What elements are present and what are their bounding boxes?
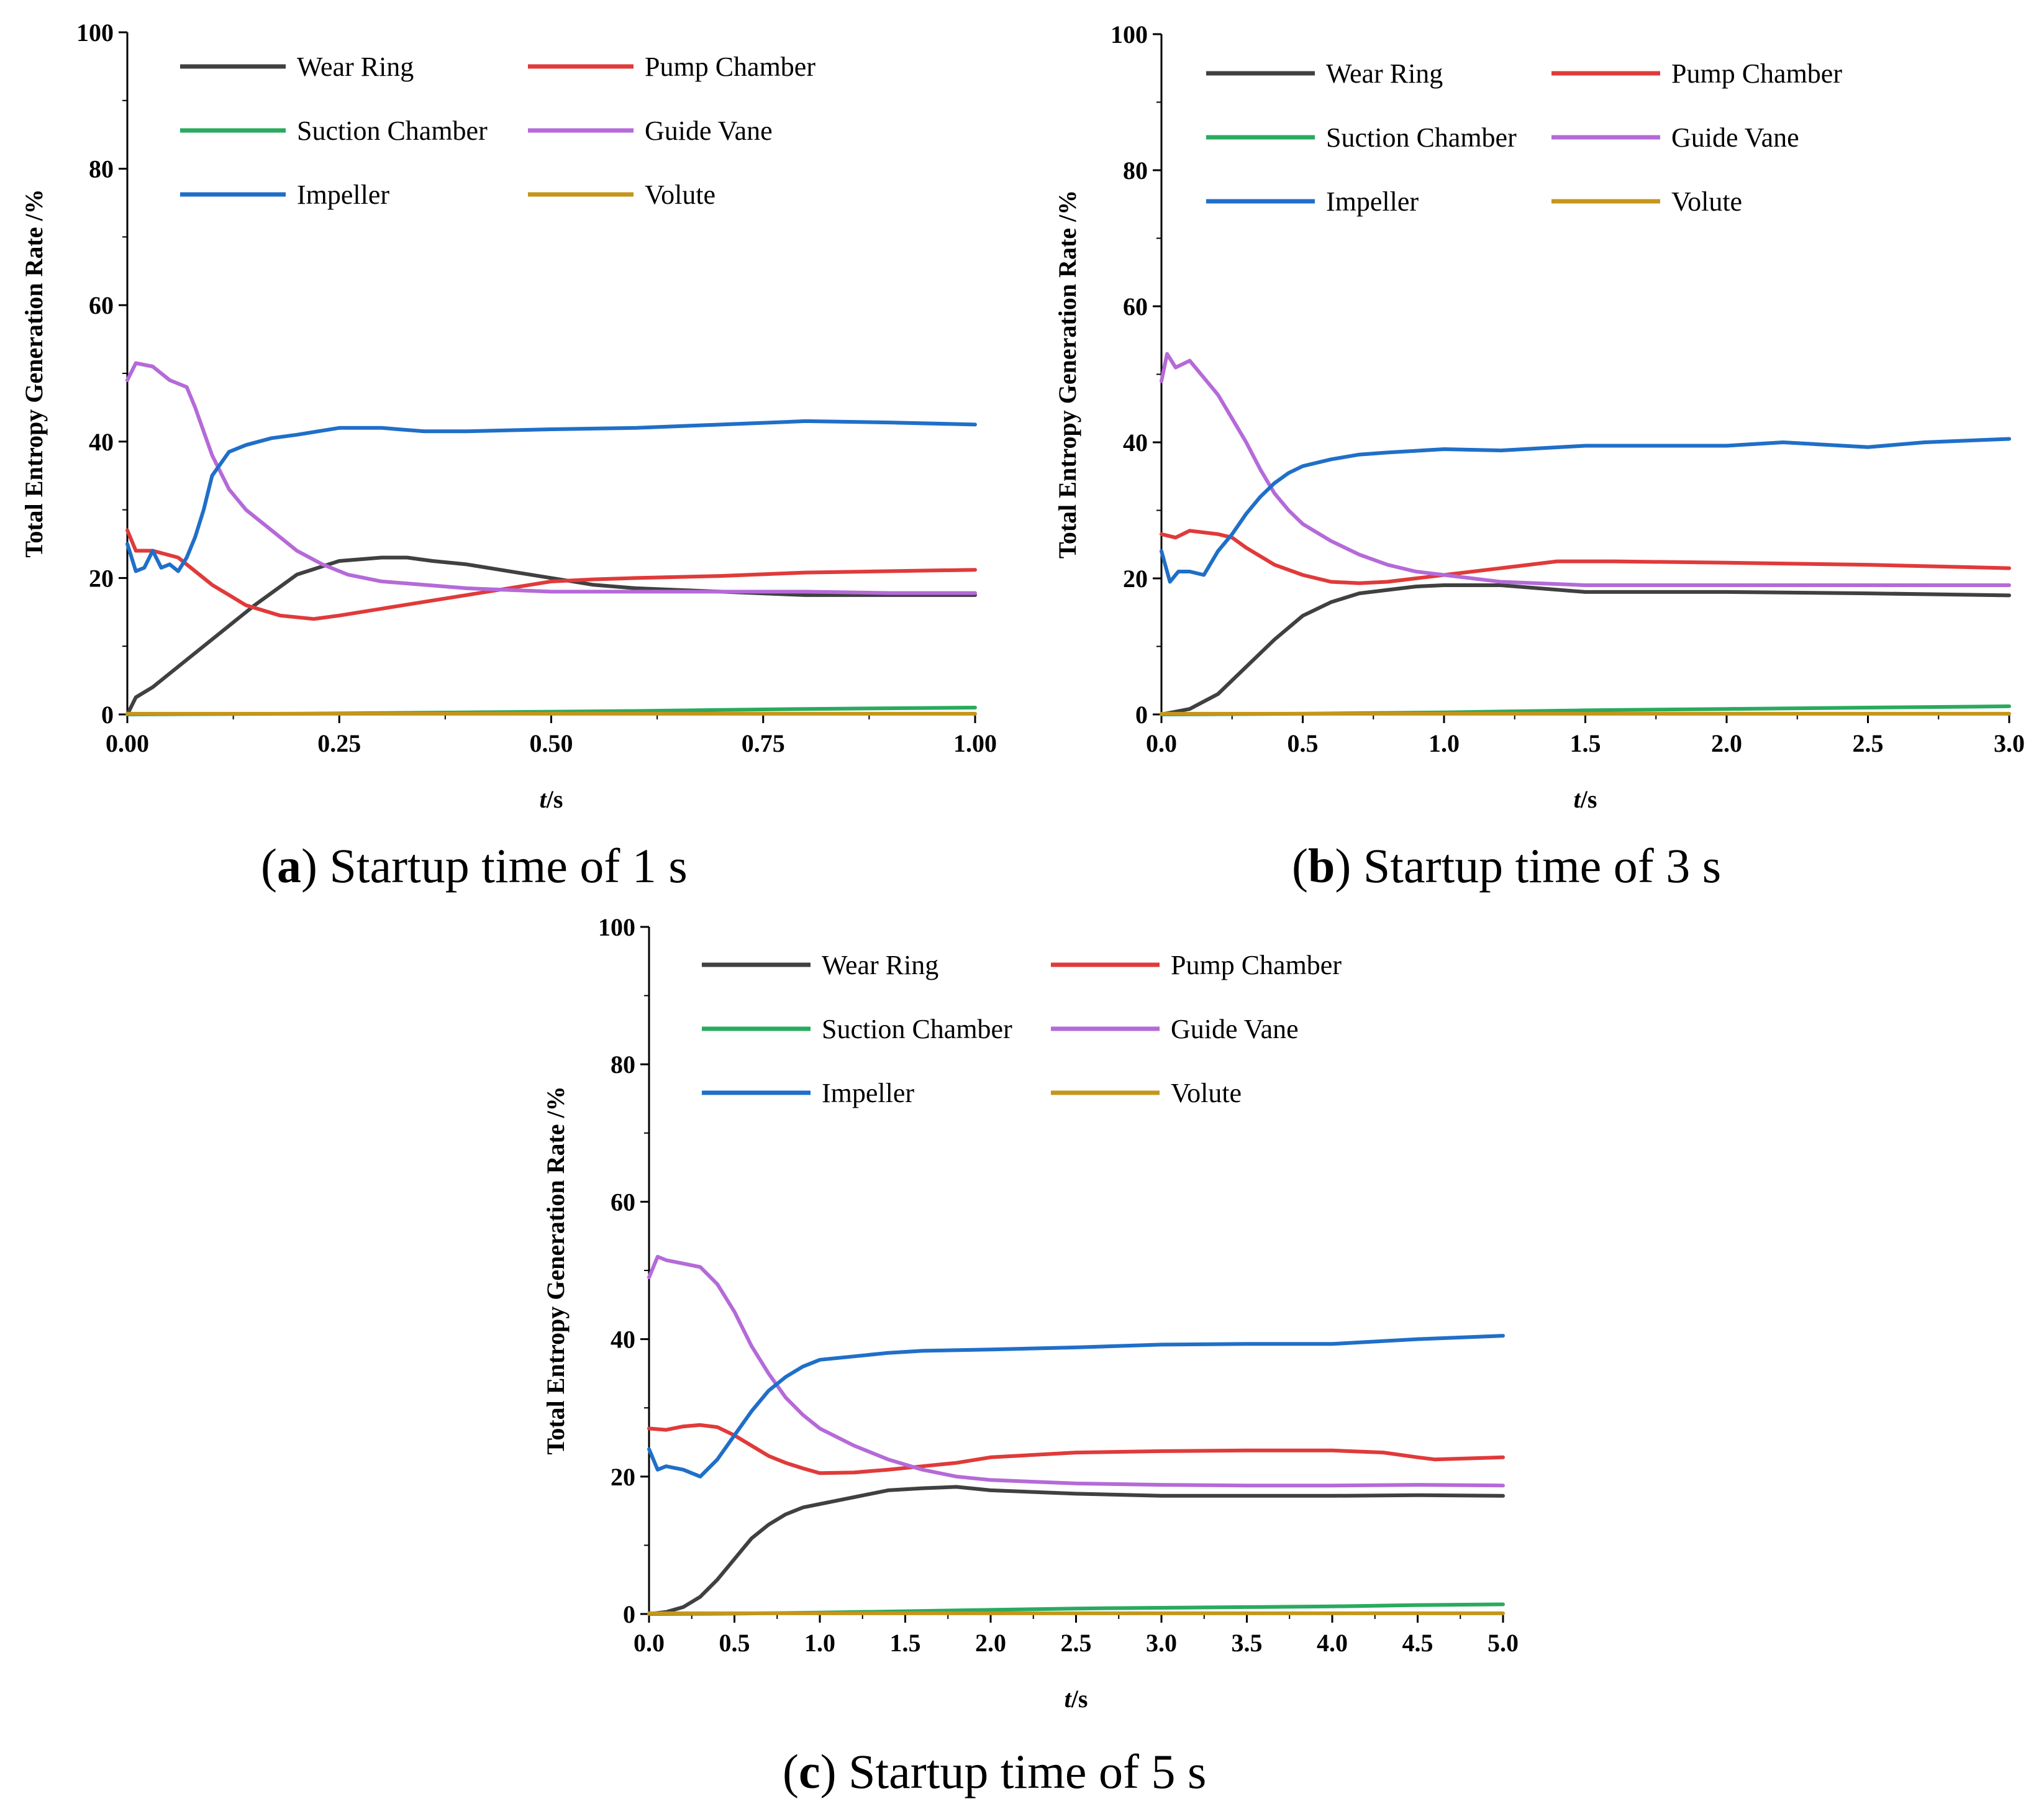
x-tick-label: 1.0 xyxy=(1429,729,1460,757)
y-tick-label: 40 xyxy=(89,428,114,456)
y-tick-label: 80 xyxy=(1123,157,1148,185)
y-tick-label: 80 xyxy=(89,155,114,183)
panel-caption: (b) Startup time of 3 s xyxy=(1292,839,1721,893)
x-tick-label: 4.0 xyxy=(1317,1629,1348,1657)
series-line-impeller xyxy=(1160,437,2011,584)
legend-label: Impeller xyxy=(822,1078,914,1108)
x-axis-title-variable: t xyxy=(540,785,548,813)
series-line-impeller xyxy=(125,419,977,573)
chart-panel-b: 0 20 40 60 80 100 0.0 0.5 1.0 1.5 2.0 2.5 3.0 Total E… xyxy=(1053,21,2025,893)
y-tick-label: 0 xyxy=(623,1600,635,1628)
x-tick-label: 1.5 xyxy=(890,1629,921,1657)
y-tick-label: 0 xyxy=(101,701,114,729)
legend-label: Wear Ring xyxy=(822,950,938,980)
legend-label: Pump Chamber xyxy=(1171,950,1342,980)
x-axis-title-unit: /s xyxy=(1580,785,1597,813)
legend-label: Guide Vane xyxy=(645,116,773,146)
caption-open-paren: ( xyxy=(1292,839,1308,893)
x-axis-title-unit: /s xyxy=(546,785,563,813)
y-tick-label: 0 xyxy=(1135,701,1148,729)
x-axis-title-variable: t xyxy=(1065,1685,1073,1713)
x-tick-label: 0.0 xyxy=(634,1629,665,1657)
x-tick-label: 1.0 xyxy=(804,1629,835,1657)
legend-label: Volute xyxy=(1171,1078,1242,1108)
legend-label: Guide Vane xyxy=(1671,122,1799,153)
caption-open-paren: ( xyxy=(783,1744,799,1798)
x-tick-label: 2.5 xyxy=(1853,729,1884,757)
panel-caption: (c) Startup time of 5 s xyxy=(783,1744,1206,1798)
legend-label: Suction Chamber xyxy=(822,1014,1012,1044)
y-tick-label: 60 xyxy=(1123,293,1148,321)
legend-label: Pump Chamber xyxy=(1671,58,1842,89)
caption-open-paren: ( xyxy=(261,839,277,893)
x-tick-label: 2.0 xyxy=(975,1629,1006,1657)
y-tick-label: 60 xyxy=(89,291,114,319)
y-axis-title: Total Entropy Generation Rate /% xyxy=(1053,190,1081,558)
series-line-pump-chamber xyxy=(647,1423,1505,1475)
x-tick-label: 4.5 xyxy=(1402,1629,1433,1657)
x-axis-title: t/s xyxy=(1574,785,1597,813)
x-tick-label: 3.0 xyxy=(1146,1629,1177,1657)
x-tick-label: 3.0 xyxy=(1994,729,2025,757)
y-tick-label: 60 xyxy=(611,1188,635,1216)
y-tick-label: 20 xyxy=(1123,565,1148,593)
legend-label: Impeller xyxy=(297,180,389,210)
legend-label: Wear Ring xyxy=(1326,58,1443,89)
x-tick-label: 5.0 xyxy=(1488,1629,1519,1657)
x-axis-title: t/s xyxy=(1065,1685,1088,1713)
x-tick-label: 1.00 xyxy=(953,729,997,757)
series-line-guide-vane xyxy=(1160,352,2011,587)
legend-label: Impeller xyxy=(1326,186,1419,217)
y-axis-title: Total Entropy Generation Rate /% xyxy=(542,1086,570,1454)
legend-label: Suction Chamber xyxy=(1326,122,1517,153)
y-tick-label: 100 xyxy=(1111,21,1148,48)
series-line-guide-vane xyxy=(125,361,977,595)
series-line-wear-ring xyxy=(647,1485,1505,1616)
legend-label: Pump Chamber xyxy=(645,52,815,82)
y-tick-label: 100 xyxy=(598,913,635,941)
y-tick-label: 20 xyxy=(611,1463,635,1491)
legend-label: Suction Chamber xyxy=(297,116,488,146)
series-line-impeller xyxy=(647,1334,1505,1479)
x-tick-label: 0.50 xyxy=(530,729,573,757)
y-tick-label: 80 xyxy=(611,1051,635,1078)
x-tick-label: 2.0 xyxy=(1711,729,1742,757)
caption-letter: c xyxy=(799,1744,820,1798)
x-tick-label: 0.5 xyxy=(719,1629,750,1657)
x-tick-label: 3.5 xyxy=(1232,1629,1263,1657)
chart-panel-c: 0 20 40 60 80 100 0.0 0.5 1.0 1.5 2.0 2.5 3.0 3.5 4.0 4… xyxy=(542,913,1519,1798)
x-tick-label: 0.75 xyxy=(742,729,785,757)
x-tick-label: 0.5 xyxy=(1288,729,1319,757)
y-tick-label: 40 xyxy=(611,1326,635,1354)
x-tick-label: 2.5 xyxy=(1061,1629,1092,1657)
caption-letter: a xyxy=(277,839,301,893)
legend-label: Wear Ring xyxy=(297,52,414,82)
x-tick-label: 0.25 xyxy=(317,729,361,757)
caption-text: ) Startup time of 3 s xyxy=(1335,839,1721,893)
series-line-pump-chamber xyxy=(1160,529,2011,585)
y-tick-label: 40 xyxy=(1123,429,1148,457)
legend-label: Volute xyxy=(645,180,715,210)
caption-text: ) Startup time of 1 s xyxy=(301,839,688,893)
legend-label: Volute xyxy=(1671,186,1742,217)
panel-caption: (a) Startup time of 1 s xyxy=(261,839,688,893)
legend-label: Guide Vane xyxy=(1171,1014,1299,1044)
series-line-wear-ring xyxy=(1160,583,2011,716)
chart-panel-a: 0 20 40 60 80 100 0.00 0.25 0.50 0.75 1.00 Total En… xyxy=(20,19,997,893)
x-tick-label: 0.0 xyxy=(1146,729,1177,757)
y-axis-title: Total Entropy Generation Rate /% xyxy=(20,189,48,557)
x-tick-label: 1.5 xyxy=(1570,729,1601,757)
caption-text: ) Startup time of 5 s xyxy=(820,1744,1207,1798)
x-axis-title-unit: /s xyxy=(1071,1685,1088,1713)
x-axis-title: t/s xyxy=(540,785,563,813)
x-tick-label: 0.00 xyxy=(106,729,149,757)
caption-letter: b xyxy=(1308,839,1335,893)
x-axis-title-variable: t xyxy=(1574,785,1582,813)
series-line-guide-vane xyxy=(647,1254,1505,1488)
y-tick-label: 100 xyxy=(76,19,114,47)
y-tick-label: 20 xyxy=(89,564,114,592)
